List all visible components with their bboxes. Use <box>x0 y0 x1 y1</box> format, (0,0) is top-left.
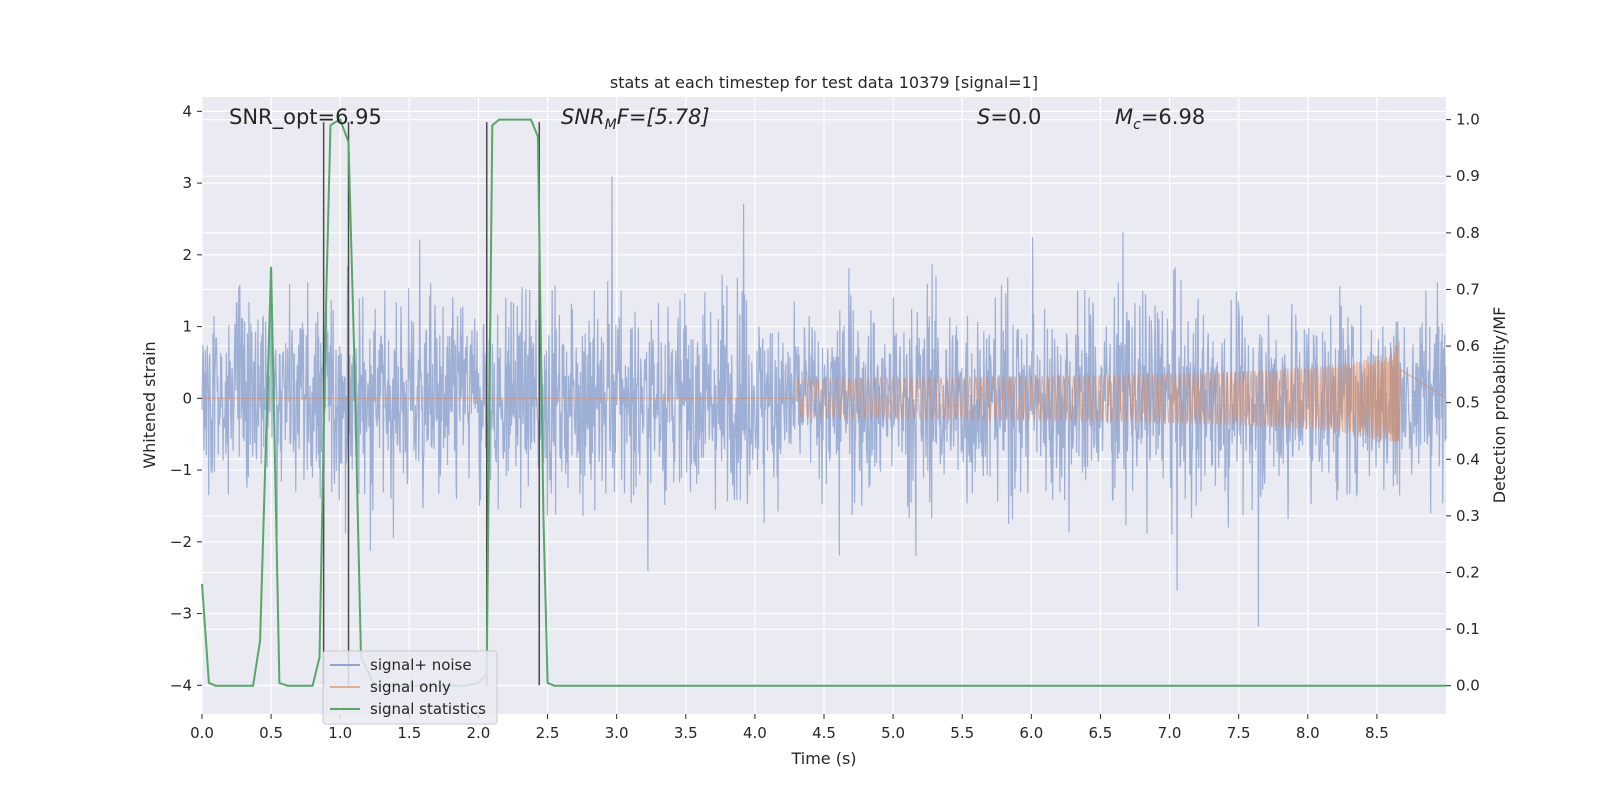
annotation-snr-mf: SNRMF=[5.78] <box>561 105 710 133</box>
x-tick-label: 4.0 <box>743 724 767 742</box>
noise-trace <box>201 176 1447 627</box>
y-tick-label: −4 <box>170 676 192 694</box>
y-tick-label: 1 <box>182 318 192 336</box>
y-right-tick-label: 0.4 <box>1456 450 1480 468</box>
legend-box <box>322 650 498 725</box>
x-tick-label: 0.0 <box>190 724 214 742</box>
y-right-tick-label: 0.9 <box>1456 167 1480 185</box>
y-right-axis-label: Detection probability/MF <box>1490 307 1509 504</box>
chirp-trace <box>202 340 1447 442</box>
legend-label-signal-only: signal only <box>370 678 451 696</box>
x-tick-label: 3.0 <box>605 724 629 742</box>
y-right-tick-label: 0.0 <box>1456 677 1480 695</box>
y-right-tick-label: 0.6 <box>1456 337 1480 355</box>
annotation-snr-opt: SNR_opt=6.95 <box>229 105 382 130</box>
y-axis-label: Whitened strain <box>140 341 159 468</box>
grid-lines <box>201 97 1446 714</box>
x-axis-label: Time (s) <box>790 749 856 768</box>
annotation-mc: Mc=6.98 <box>1115 105 1205 133</box>
y-tick-label: 3 <box>182 174 192 192</box>
y-right-tick-labels: 1.0 0.9 0.8 0.7 0.6 0.5 0.4 0.3 0.2 0.1 0.0 <box>1446 111 1480 695</box>
x-tick-label: 1.5 <box>397 724 421 742</box>
y-tick-label: 0 <box>182 389 192 407</box>
y-tick-label: 4 <box>182 102 192 120</box>
y-tick-label: −2 <box>170 533 192 551</box>
x-tick-label: 1.0 <box>328 724 352 742</box>
y-tick-labels: 4 3 2 1 0 −1 −2 −3 −4 <box>170 102 202 694</box>
y-right-tick-label: 1.0 <box>1456 111 1480 129</box>
y-right-tick-label: 0.1 <box>1456 620 1480 638</box>
series-signal-only <box>202 340 1447 442</box>
y-right-tick-label: 0.3 <box>1456 507 1480 525</box>
x-tick-label: 2.5 <box>536 724 560 742</box>
x-tick-label: 3.5 <box>674 724 698 742</box>
x-tick-label: 7.5 <box>1227 724 1251 742</box>
chart-title: stats at each timestep for test data 103… <box>610 73 1038 92</box>
y-right-tick-label: 0.7 <box>1456 280 1480 298</box>
series-signal-noise <box>201 176 1447 627</box>
x-tick-label: 0.5 <box>259 724 283 742</box>
y-tick-label: −3 <box>170 605 192 623</box>
x-tick-label: 2.0 <box>467 724 491 742</box>
x-tick-label: 8.0 <box>1296 724 1320 742</box>
x-tick-label: 6.0 <box>1019 724 1043 742</box>
legend-label-signal-statistics: signal statistics <box>370 700 486 718</box>
y-right-tick-label: 0.2 <box>1456 563 1480 581</box>
y-tick-label: −1 <box>170 461 192 479</box>
x-tick-labels: 0.0 0.5 1.0 1.5 2.0 2.5 3.0 3.5 4.0 4.5 5.0 5.5 6.0 6… <box>190 714 1389 742</box>
x-tick-label: 8.5 <box>1365 724 1389 742</box>
x-tick-label: 6.5 <box>1089 724 1113 742</box>
y-tick-label: 2 <box>182 246 192 264</box>
legend: signal+ noise signal only signal statist… <box>322 650 498 725</box>
annotation-s: S=0.0 <box>977 105 1041 129</box>
x-tick-label: 5.5 <box>950 724 974 742</box>
x-tick-label: 4.5 <box>812 724 836 742</box>
y-right-tick-label: 0.5 <box>1456 394 1480 412</box>
y-right-tick-label: 0.8 <box>1456 224 1480 242</box>
x-tick-label: 7.0 <box>1158 724 1182 742</box>
legend-label-signal-noise: signal+ noise <box>370 656 472 674</box>
x-tick-label: 5.0 <box>881 724 905 742</box>
